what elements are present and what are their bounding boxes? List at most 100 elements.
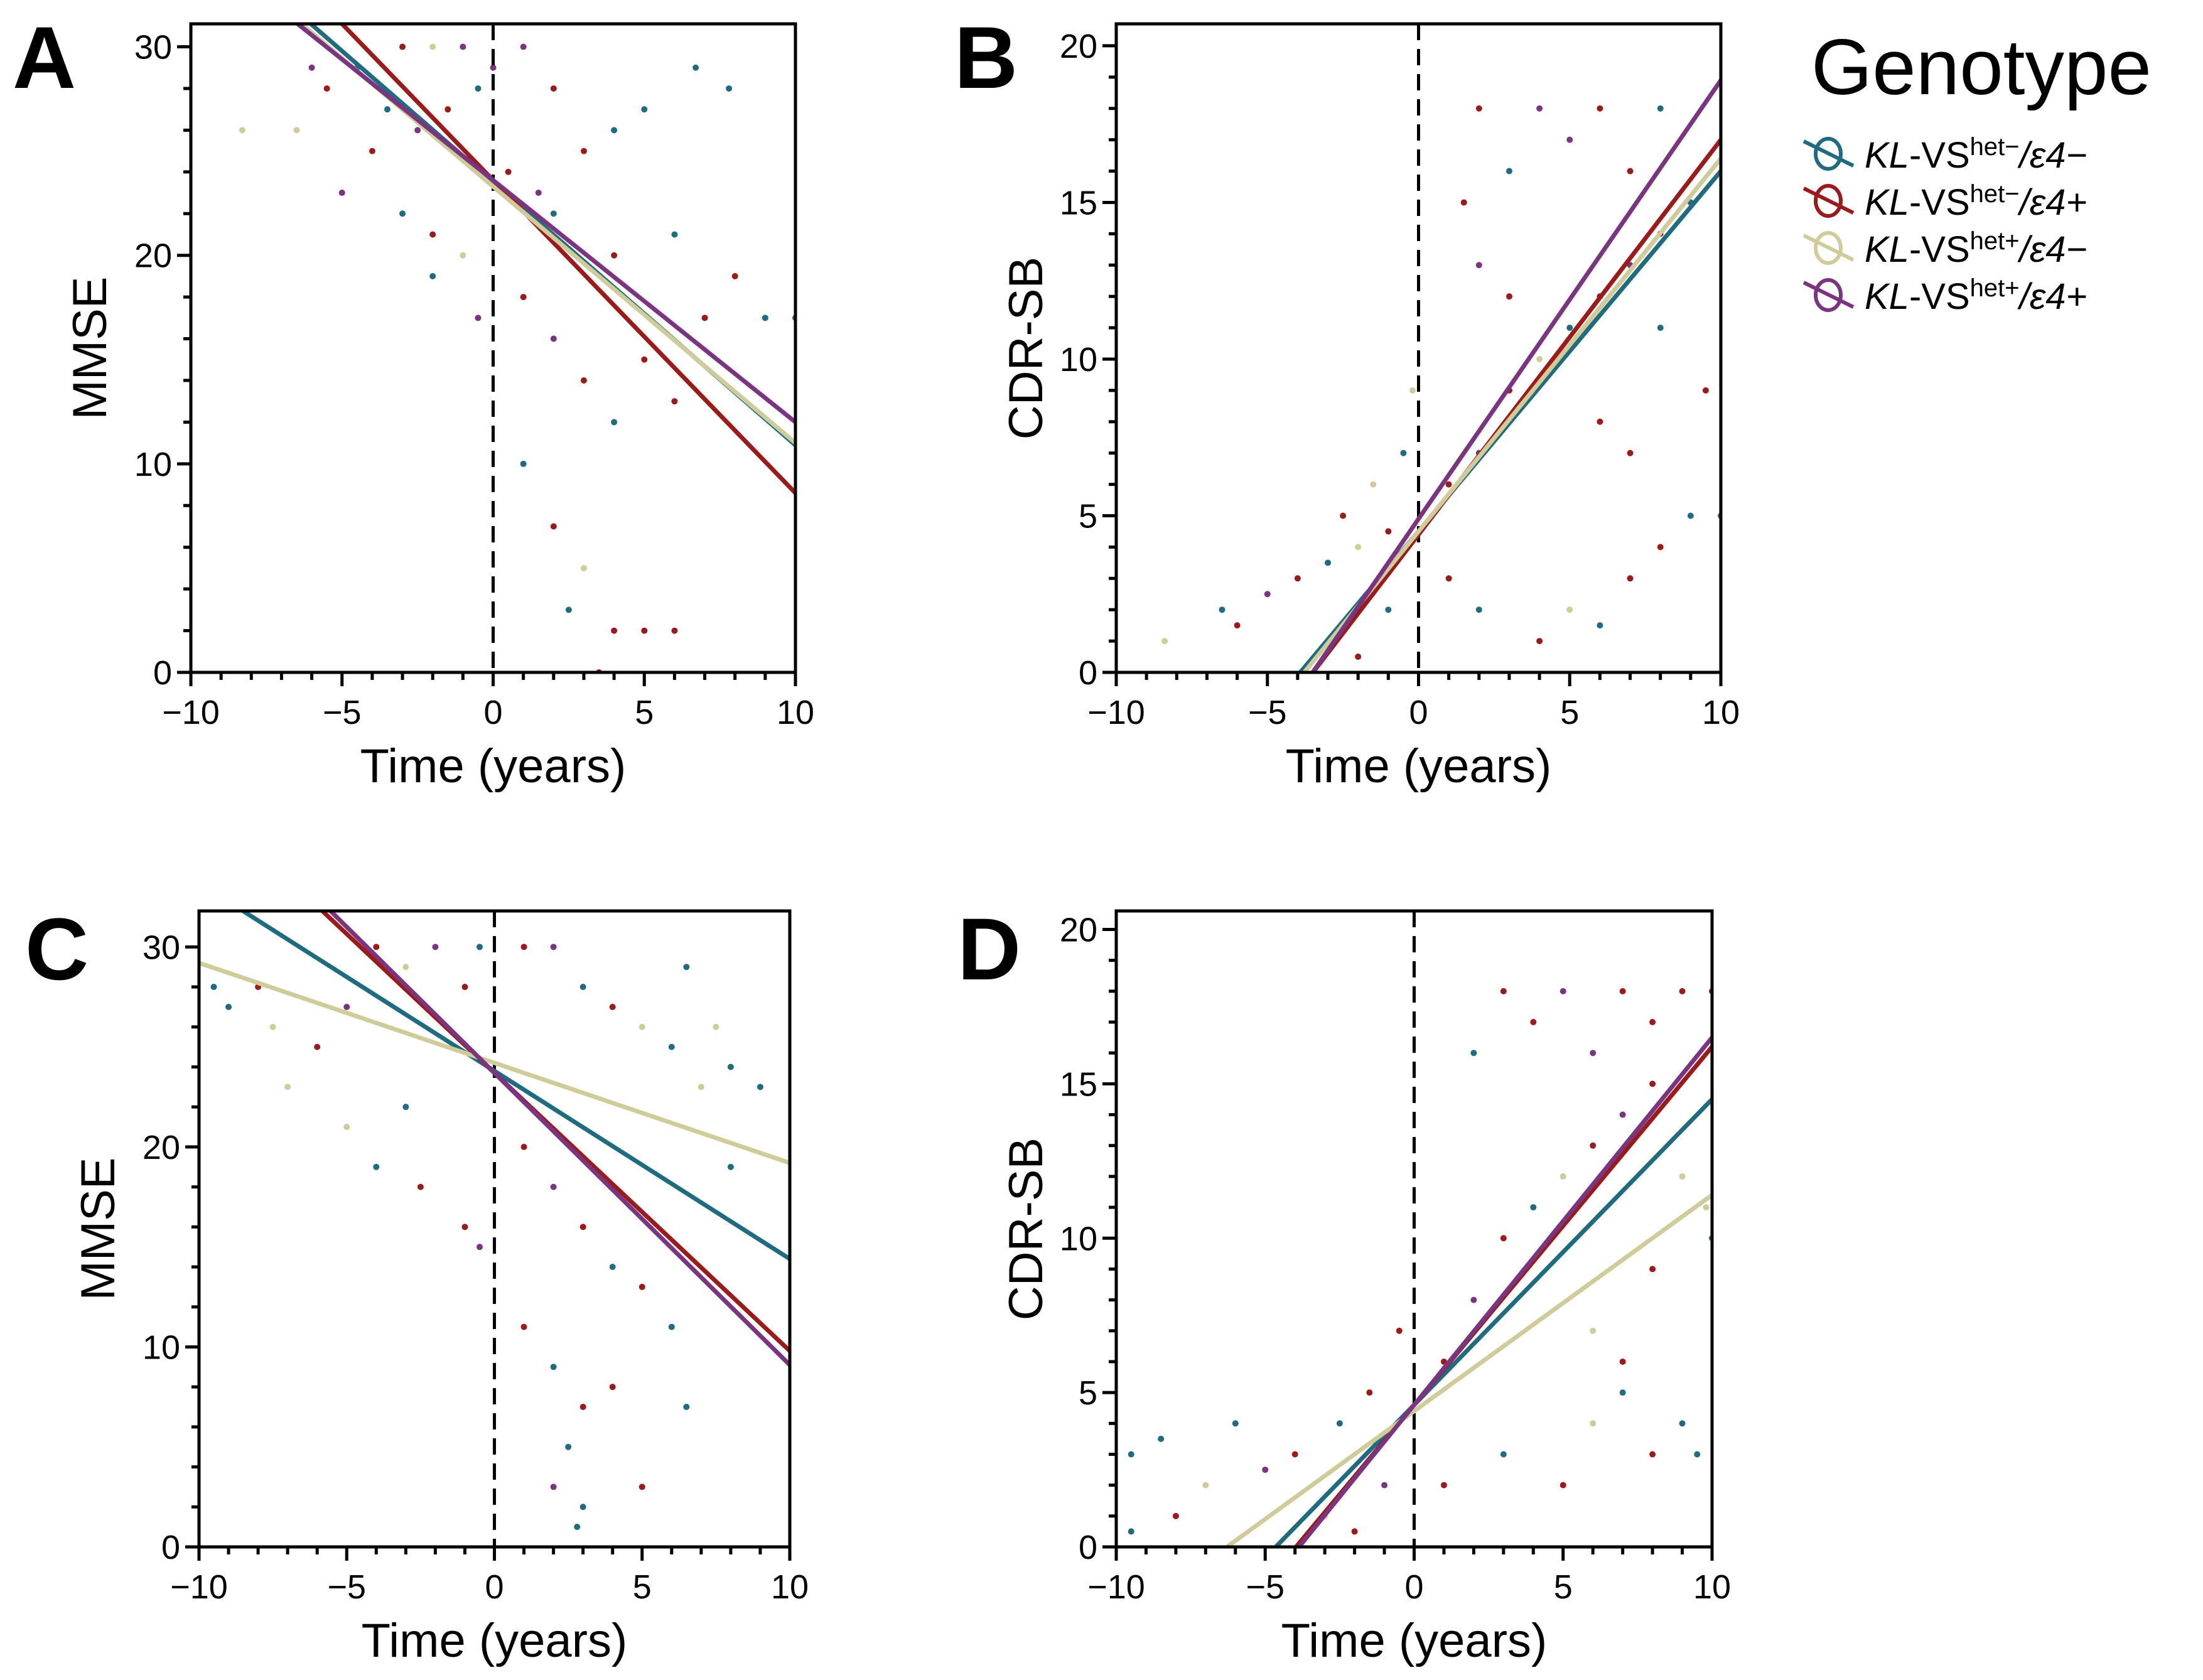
panel-C: −10 −5 0 5 10 0 10 20 30 Time (years) MMSE C — [25, 900, 809, 1667]
data-point — [1291, 1451, 1298, 1458]
data-point — [1619, 988, 1626, 994]
legend-line-icon — [1802, 281, 1855, 309]
data-point — [1559, 1482, 1566, 1489]
data-point — [580, 148, 587, 154]
data-point — [701, 315, 708, 321]
panel-D: −10 −5 0 5 10 0 5 10 15 20 Time (years) CDR-SB D — [957, 900, 1731, 1667]
legend-line-icon — [1802, 139, 1855, 168]
legend-marker-icon — [1814, 137, 1843, 171]
data-point — [641, 106, 648, 113]
scatter-points — [1161, 105, 1721, 660]
fit-lines — [1298, 78, 1721, 672]
data-point — [308, 64, 315, 71]
y-tick-label: 10 — [1060, 1220, 1097, 1257]
x-tick-label: −10 — [1087, 1568, 1145, 1606]
data-point — [1351, 1528, 1358, 1535]
data-point — [727, 1063, 734, 1070]
y-tick-label: 30 — [143, 929, 180, 966]
data-point — [1649, 1451, 1656, 1458]
data-point — [429, 43, 436, 50]
data-point — [402, 964, 409, 971]
data-point — [1445, 481, 1452, 488]
data-point — [432, 944, 439, 950]
data-point — [1475, 262, 1482, 269]
data-point — [1172, 1512, 1179, 1519]
x-tick-label: −5 — [1248, 694, 1287, 731]
x-tick-label: 10 — [777, 694, 814, 731]
x-tick-label: 0 — [485, 1568, 504, 1606]
x-tick-label: 10 — [1702, 694, 1740, 731]
data-point — [1202, 1482, 1209, 1489]
data-point — [668, 1043, 675, 1050]
legend-item: KL-VShet−/ε4+ — [1802, 180, 2087, 223]
legend-marker-icon — [1814, 278, 1843, 312]
data-point — [520, 1143, 527, 1150]
data-point — [1536, 105, 1543, 112]
data-point — [373, 1163, 380, 1170]
data-point — [343, 1003, 350, 1010]
data-point — [565, 1443, 572, 1450]
data-point — [444, 106, 451, 113]
data-point — [1128, 1451, 1134, 1458]
data-point — [1409, 387, 1416, 394]
data-point — [1566, 606, 1573, 613]
y-tick-label: 0 — [1079, 1529, 1097, 1566]
data-point — [1597, 418, 1603, 425]
y-tick-label: 20 — [143, 1129, 180, 1166]
data-point — [1649, 1080, 1656, 1087]
data-point — [1325, 559, 1332, 566]
data-point — [338, 190, 345, 197]
data-point — [641, 627, 648, 634]
data-point — [1385, 606, 1392, 613]
fit-lines — [199, 911, 790, 1367]
data-point — [1679, 1420, 1686, 1427]
data-point — [611, 127, 618, 134]
data-point — [550, 335, 557, 342]
data-point — [1530, 1019, 1537, 1026]
data-point — [1219, 606, 1225, 613]
y-tick-label: 20 — [134, 237, 172, 275]
data-point — [1703, 1204, 1710, 1211]
data-point — [1400, 450, 1407, 456]
data-point — [1234, 622, 1241, 629]
data-point — [490, 64, 497, 71]
y-tick-label: 20 — [1060, 912, 1097, 949]
data-point — [1649, 1266, 1656, 1273]
y-axis-label: MMSE — [63, 277, 117, 420]
data-point — [683, 1404, 690, 1411]
data-point — [1559, 988, 1566, 994]
data-point — [520, 944, 527, 950]
data-point — [1475, 606, 1482, 613]
data-point — [1590, 1142, 1597, 1149]
data-point — [369, 148, 375, 154]
data-point — [1649, 1019, 1656, 1026]
data-point — [1500, 988, 1507, 994]
data-point — [579, 1504, 586, 1510]
data-point — [579, 984, 586, 991]
y-tick-label: 5 — [1079, 1374, 1097, 1412]
data-point — [520, 294, 527, 301]
data-point — [1657, 105, 1664, 112]
data-point — [1336, 1420, 1343, 1427]
x-tick-label: −10 — [162, 694, 220, 731]
legend-item: KL-VShet+/ε4+ — [1802, 274, 2087, 317]
data-point — [550, 1483, 557, 1490]
data-point — [343, 1124, 350, 1131]
data-point — [293, 127, 300, 134]
data-point — [1262, 1467, 1269, 1473]
fit-line-group-2 — [199, 961, 790, 1165]
data-point — [1340, 512, 1347, 519]
fit-line-group-3 — [296, 24, 795, 424]
data-point — [1500, 1451, 1507, 1458]
legend: Genotype KL-VShet−/ε4−KL-VShet−/ε4+KL-VS… — [1802, 24, 2152, 317]
x-tick-label: 10 — [1693, 1568, 1731, 1606]
fit-line-group-3 — [329, 911, 790, 1367]
data-point — [609, 1384, 616, 1391]
data-point — [550, 1364, 557, 1370]
data-point — [641, 356, 648, 363]
y-tick-label: 15 — [1060, 1065, 1097, 1103]
legend-marker-icon — [1814, 184, 1843, 218]
data-point — [1470, 1296, 1477, 1303]
data-point — [1627, 450, 1634, 456]
